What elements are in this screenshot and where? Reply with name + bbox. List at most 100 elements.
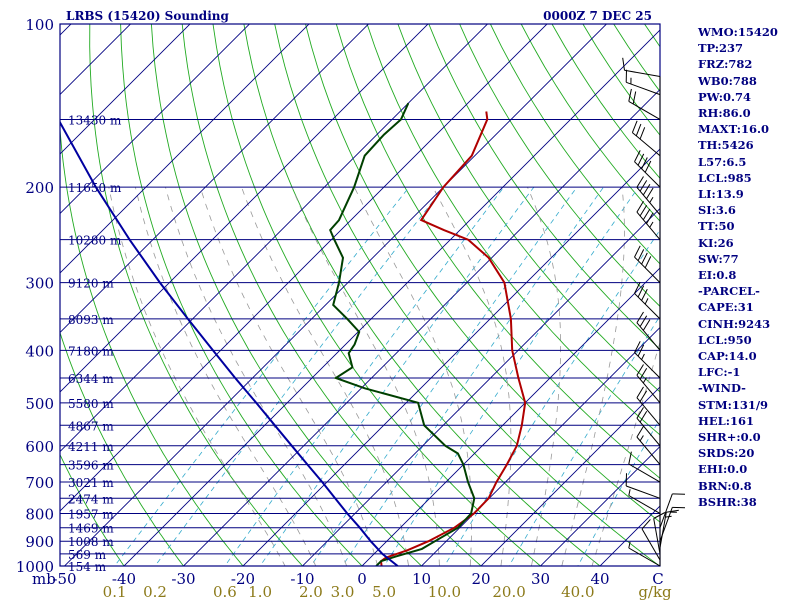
index-item: EI:0.8 bbox=[698, 268, 737, 283]
height-label: 3596 m bbox=[68, 459, 114, 473]
wind-barb bbox=[634, 150, 661, 188]
temperature-tick-label: -10 bbox=[290, 570, 314, 588]
chart-title: LRBS (15420) Sounding bbox=[66, 9, 229, 23]
wind-barb bbox=[659, 506, 686, 542]
dry-adiabat bbox=[243, 24, 601, 566]
temperature-tick-label: 20 bbox=[471, 570, 490, 588]
mixing-ratio-line bbox=[577, 418, 660, 566]
dry-adiabat bbox=[305, 24, 660, 523]
index-item: BRN:0.8 bbox=[698, 478, 752, 493]
wind-barb-shaft bbox=[634, 293, 661, 320]
moist-adiabat bbox=[135, 187, 317, 566]
wind-barb-feather bbox=[622, 57, 625, 71]
dry-adiabat bbox=[60, 453, 125, 566]
mixing-ratio-line bbox=[259, 186, 535, 566]
dry-adiabat bbox=[397, 24, 660, 393]
wind-barbs bbox=[622, 57, 686, 567]
background-grid bbox=[60, 24, 660, 566]
isotherm bbox=[60, 24, 548, 512]
dry-adiabat bbox=[459, 24, 660, 308]
dry-adiabat bbox=[60, 331, 185, 566]
pressure-tick-label: 500 bbox=[25, 395, 54, 413]
isotherm bbox=[60, 24, 429, 393]
mixing-ratio-unit: g/kg bbox=[638, 583, 672, 600]
wind-barb-feather bbox=[636, 407, 644, 419]
wind-barb-feather bbox=[666, 509, 679, 513]
mixing-ratio-line bbox=[310, 186, 578, 566]
wind-barb-shaft bbox=[636, 374, 661, 404]
wind-barb-feather bbox=[639, 410, 648, 423]
wind-barb bbox=[628, 541, 661, 567]
isotherm bbox=[60, 24, 251, 215]
mixing-ratio-line bbox=[443, 229, 660, 566]
wind-barb-feather bbox=[637, 285, 645, 298]
wind-barb-feather bbox=[642, 208, 651, 221]
wind-barb-feather bbox=[634, 281, 641, 294]
index-item: KI:26 bbox=[698, 235, 734, 250]
wind-barb-shaft bbox=[628, 547, 661, 567]
index-item: TH:5426 bbox=[698, 138, 754, 153]
wind-barb-shaft bbox=[634, 352, 661, 379]
wind-barb bbox=[659, 493, 686, 528]
wind-barb-feather bbox=[636, 386, 644, 398]
pressure-tick-label: 600 bbox=[25, 438, 54, 456]
wind-barb-feather bbox=[636, 176, 644, 188]
index-item: CAPE:31 bbox=[698, 300, 754, 315]
index-item: BSHR:38 bbox=[698, 494, 757, 509]
wind-barb bbox=[636, 386, 661, 426]
wind-barb-shaft bbox=[659, 507, 673, 542]
wind-barb-shaft bbox=[628, 463, 661, 483]
wind-barb-shaft bbox=[634, 161, 661, 188]
index-item: PW:0.74 bbox=[698, 89, 752, 104]
pressure-tick-label: 400 bbox=[25, 342, 54, 360]
wind-barb-feather bbox=[642, 319, 651, 331]
isotherm bbox=[60, 24, 370, 334]
wind-barb-feather bbox=[644, 160, 652, 173]
isotherm bbox=[123, 29, 660, 566]
index-item: -PARCEL- bbox=[698, 284, 760, 299]
index-item: WB0:788 bbox=[698, 73, 757, 88]
index-item: TT:50 bbox=[698, 219, 735, 234]
wind-barb bbox=[634, 341, 661, 379]
moist-adiabat bbox=[241, 187, 409, 566]
wind-barb-feather bbox=[636, 425, 644, 438]
moist-adiabat bbox=[108, 187, 286, 566]
mixing-ratio-label: 40.0 bbox=[561, 583, 594, 600]
index-item: WMO:15420 bbox=[698, 25, 778, 39]
mixing-ratio-line bbox=[342, 186, 604, 566]
wind-barb bbox=[636, 364, 661, 404]
moist-adiabat bbox=[165, 187, 348, 566]
mixing-ratio-label: 1.0 bbox=[248, 583, 272, 600]
dry-adiabat bbox=[428, 24, 660, 350]
isotherm bbox=[242, 148, 660, 566]
celsius-label: C bbox=[652, 570, 663, 588]
series-temperature bbox=[379, 111, 527, 566]
pressure-tick-label: 100 bbox=[25, 16, 54, 34]
wind-barb-feather bbox=[641, 157, 648, 170]
index-item: -WIND- bbox=[698, 381, 746, 396]
mixing-ratio-label: 0.6 bbox=[213, 583, 237, 600]
isotherm bbox=[60, 24, 191, 155]
wind-barb bbox=[628, 489, 661, 514]
mixing-ratio-line bbox=[114, 186, 410, 566]
wind-barb-shaft bbox=[636, 417, 661, 447]
dry-adiabat bbox=[366, 24, 660, 436]
wind-barb bbox=[636, 176, 661, 216]
index-item: SW:77 bbox=[698, 251, 739, 266]
wind-barb bbox=[636, 201, 661, 241]
wind-barb-shaft bbox=[628, 100, 661, 120]
temperature-tick-label: -50 bbox=[52, 570, 76, 588]
index-item: FRZ:782 bbox=[698, 57, 753, 72]
mixing-ratio-line bbox=[508, 315, 660, 566]
mixing-ratio-label: 0.1 bbox=[103, 583, 127, 600]
wind-barb-feather bbox=[631, 120, 638, 133]
wind-barb-feather bbox=[653, 512, 666, 519]
height-label: 4211 m bbox=[68, 440, 114, 454]
wind-barb-shaft bbox=[659, 512, 667, 548]
wind-barb-feather bbox=[639, 368, 648, 380]
wind-barb-feather bbox=[637, 344, 645, 357]
mixing-ratio-label: 5.0 bbox=[372, 583, 396, 600]
wind-barb bbox=[622, 57, 661, 78]
wind-barb-feather bbox=[639, 204, 648, 217]
